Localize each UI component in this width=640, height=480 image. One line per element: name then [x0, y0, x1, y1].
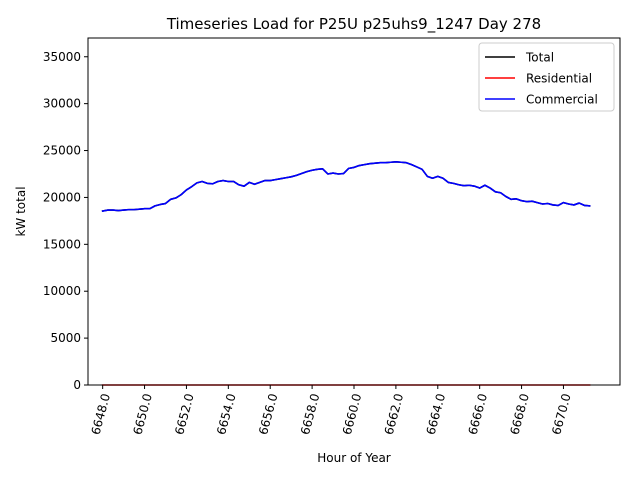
y-tick-label: 35000: [43, 50, 81, 64]
y-axis: 0 5000 10000 15000 20000 25000 30000 35000: [43, 50, 88, 392]
legend-label-residential: Residential: [526, 72, 592, 86]
legend-label-total: Total: [525, 51, 554, 65]
legend-label-commercial: Commercial: [526, 93, 598, 107]
y-axis-label: kW total: [14, 186, 28, 236]
y-tick-label: 5000: [50, 331, 81, 345]
series-line-commercial: [101, 160, 591, 212]
y-tick-label: 30000: [43, 97, 81, 111]
legend: Total Residential Commercial: [478, 42, 615, 112]
y-tick-label: 10000: [43, 284, 81, 298]
y-tick-label: 0: [73, 378, 81, 392]
chart-title: Timeseries Load for P25U p25uhs9_1247 Da…: [166, 15, 541, 34]
y-tick-label: 15000: [43, 237, 81, 251]
y-tick-label: 20000: [43, 190, 81, 204]
y-tick-label: 25000: [43, 144, 81, 158]
legend-box: [478, 42, 615, 112]
legend-items: Total Residential Commercial: [485, 51, 598, 107]
x-axis-label: Hour of Year: [317, 451, 391, 465]
